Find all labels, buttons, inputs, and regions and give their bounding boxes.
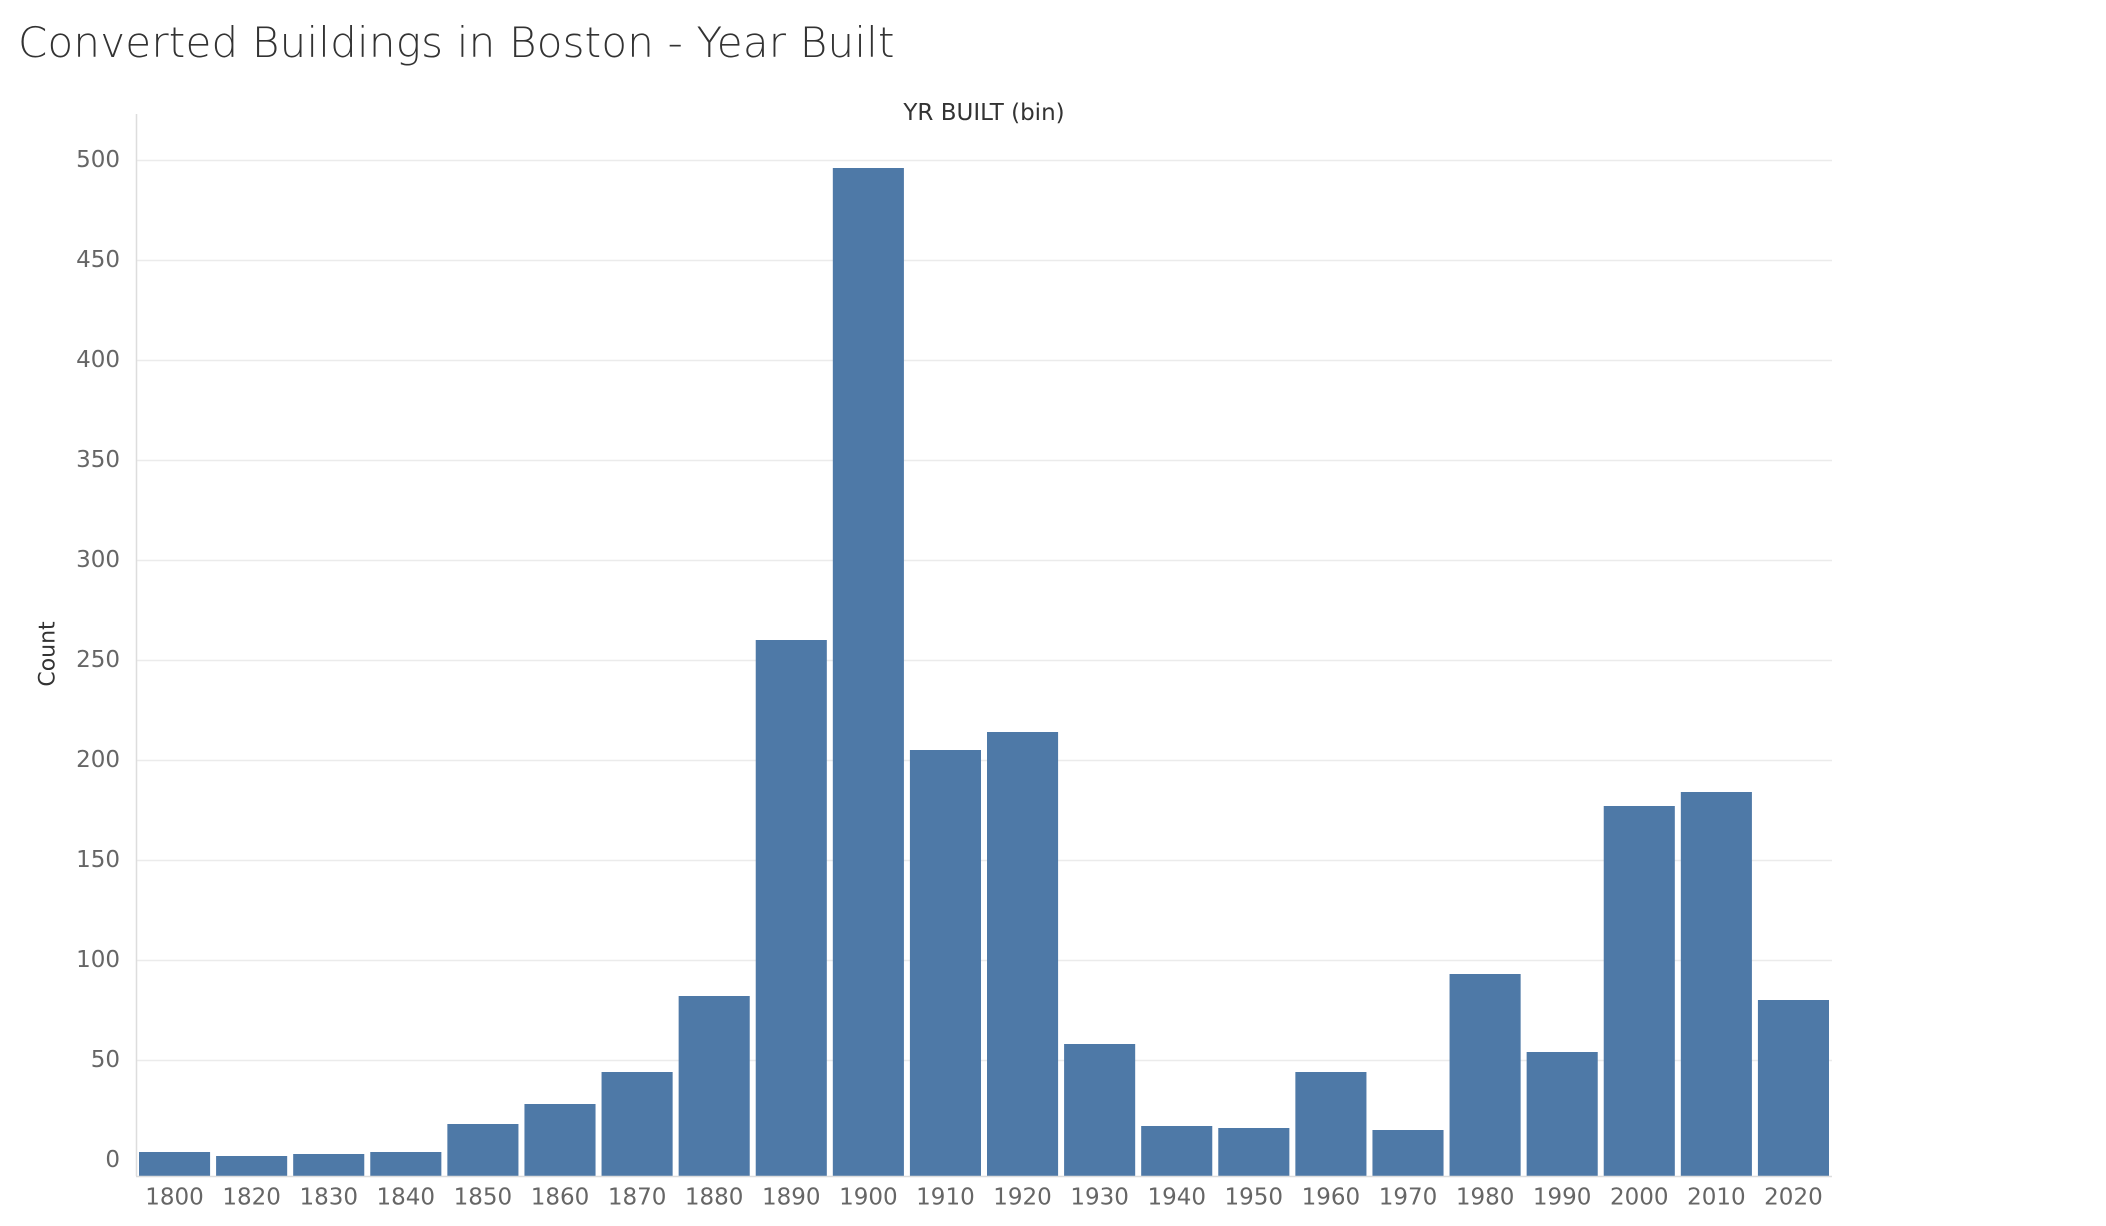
bar-1890	[755, 640, 827, 1176]
bar-1850	[447, 1124, 519, 1176]
y-tick-label: 300	[76, 547, 120, 573]
bar-1930	[1064, 1044, 1136, 1176]
x-tick-label: 1800	[145, 1185, 204, 1211]
x-tick-label: 1950	[1225, 1185, 1284, 1211]
bar-1990	[1526, 1052, 1598, 1176]
x-tick-labels: 1800 1820 1830 1840 1850 1860 1870 1880 1890 1900…	[145, 1185, 1822, 1211]
y-tick-label: 250	[76, 647, 120, 673]
y-tick-label: 400	[76, 347, 120, 373]
bar-2010	[1680, 792, 1752, 1176]
x-tick-label: 1860	[531, 1185, 590, 1211]
x-tick-label: 2010	[1687, 1185, 1746, 1211]
bar-1960	[1295, 1072, 1367, 1176]
y-tick-label: 150	[76, 847, 120, 873]
y-tick-label: 50	[91, 1047, 120, 1073]
bar-2020	[1757, 1000, 1829, 1176]
x-axis-title: YR BUILT (bin)	[903, 100, 1065, 126]
x-tick-label: 1910	[916, 1185, 975, 1211]
x-tick-label: 2000	[1610, 1185, 1669, 1211]
gridlines	[136, 159, 1832, 1062]
bar-1830	[293, 1154, 365, 1176]
bar-1870	[601, 1072, 673, 1176]
x-tick-label: 1920	[993, 1185, 1052, 1211]
y-tick-labels: 0 50 100 150 200 250 300 350 400 450 500	[76, 147, 120, 1173]
x-tick-label: 1850	[454, 1185, 513, 1211]
bar-1880	[678, 996, 750, 1176]
bar-1800	[139, 1152, 211, 1176]
bar-1860	[524, 1104, 596, 1176]
y-tick-label: 0	[105, 1147, 120, 1173]
bar-1950	[1218, 1128, 1290, 1176]
x-tick-label: 1890	[762, 1185, 821, 1211]
bar-1920	[987, 732, 1059, 1176]
x-tick-label: 1870	[608, 1185, 667, 1211]
x-tick-label: 1970	[1379, 1185, 1438, 1211]
x-tick-label: 1830	[299, 1185, 358, 1211]
y-tick-label: 500	[76, 147, 120, 173]
bar-1980	[1449, 974, 1521, 1176]
bar-1940	[1141, 1126, 1213, 1176]
bar-1910	[909, 750, 981, 1176]
x-tick-label: 1990	[1533, 1185, 1592, 1211]
bar-2000	[1603, 806, 1675, 1176]
chart-title: Converted Buildings in Boston - Year Bui…	[18, 18, 895, 67]
x-tick-label: 1820	[222, 1185, 281, 1211]
x-tick-label: 2020	[1764, 1185, 1823, 1211]
x-tick-label: 1960	[1302, 1185, 1361, 1211]
y-tick-label: 200	[76, 747, 120, 773]
x-tick-label: 1900	[839, 1185, 898, 1211]
bar-1820	[216, 1156, 288, 1176]
y-tick-label: 450	[76, 247, 120, 273]
x-tick-label: 1940	[1147, 1185, 1206, 1211]
bar-1970	[1372, 1130, 1444, 1176]
x-tick-label: 1980	[1456, 1185, 1515, 1211]
bar-1840	[370, 1152, 442, 1176]
y-tick-label: 100	[76, 947, 120, 973]
axes	[135, 114, 1832, 1178]
x-tick-label: 1930	[1070, 1185, 1129, 1211]
x-tick-label: 1840	[377, 1185, 436, 1211]
bars	[139, 168, 1829, 1176]
y-tick-label: 350	[76, 447, 120, 473]
x-tick-label: 1880	[685, 1185, 744, 1211]
bar-1900	[832, 168, 904, 1176]
